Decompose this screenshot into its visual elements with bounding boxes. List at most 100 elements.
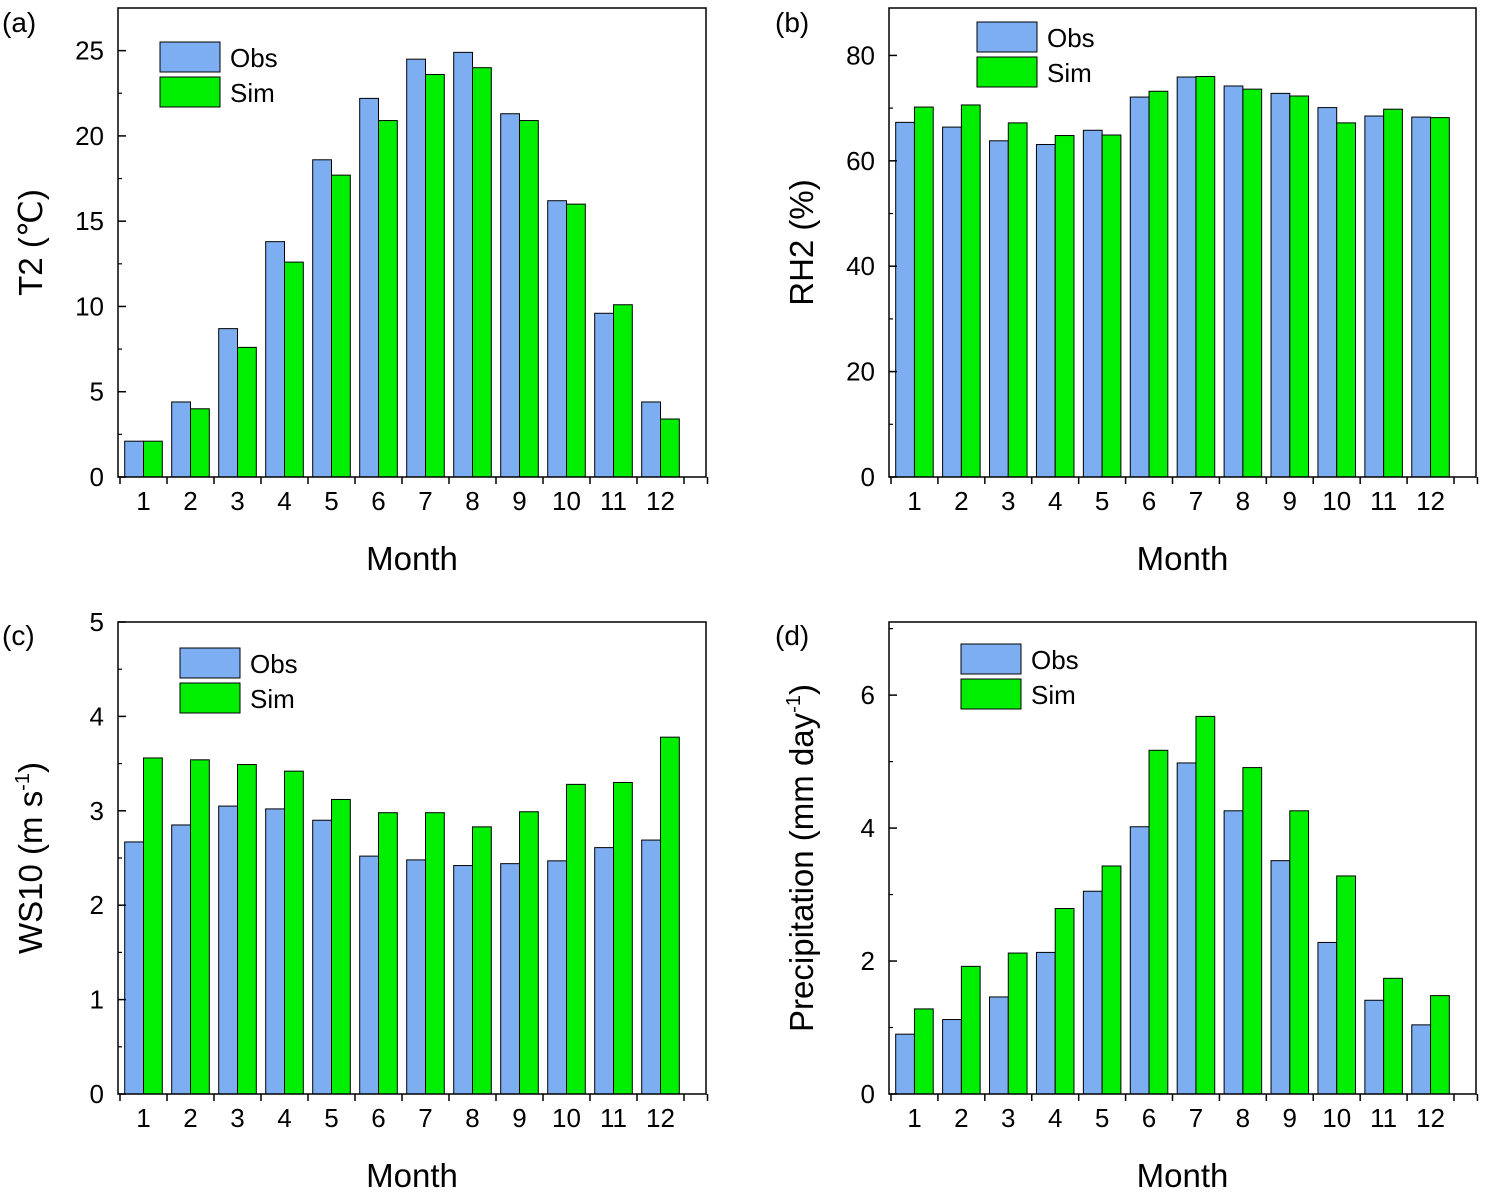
y-tick-label: 0: [90, 1079, 104, 1109]
x-tick-label: 7: [1189, 1103, 1203, 1133]
bar-sim-9: [1289, 95, 1310, 478]
bar-obs-11: [1364, 115, 1385, 478]
x-tick-label: 1: [136, 1103, 150, 1133]
bar-obs-9: [500, 113, 521, 478]
bar-sim-4: [1054, 135, 1075, 478]
bar-obs-11: [1364, 999, 1385, 1095]
bar-obs-6: [1129, 96, 1150, 478]
x-tick-label: 3: [1001, 1103, 1015, 1133]
bar-sim-6: [1148, 749, 1169, 1095]
x-axis-label: Month: [1137, 1157, 1229, 1194]
bar-sim-11: [613, 781, 633, 1095]
x-tick-label: 2: [183, 486, 197, 516]
x-tick-label: 5: [1095, 486, 1109, 516]
bar-obs-5: [1082, 890, 1103, 1095]
bar-sim-12: [660, 736, 680, 1095]
bar-sim-8: [1242, 88, 1263, 478]
x-tick-label: 11: [1370, 1103, 1397, 1133]
bar-sim-2: [190, 759, 210, 1095]
bar-obs-12: [641, 839, 662, 1095]
bar-obs-4: [265, 241, 286, 478]
bar-sim-6: [1148, 90, 1169, 478]
bar-obs-8: [1223, 810, 1244, 1095]
x-tick-label: 12: [646, 486, 675, 516]
bar-sim-4: [284, 261, 304, 478]
bar-obs-10: [1317, 107, 1338, 478]
x-tick-label: 10: [1322, 486, 1351, 516]
x-tick-label: 3: [1001, 486, 1015, 516]
bar-obs-3: [989, 140, 1009, 478]
bar-sim-9: [1289, 810, 1310, 1095]
bar-sim-8: [472, 826, 492, 1095]
bar-sim-9: [519, 120, 539, 478]
bar-sim-6: [378, 120, 398, 478]
legend-label-obs: Obs: [1031, 645, 1079, 675]
x-tick-label: 5: [1095, 1103, 1109, 1133]
y-tick-label: 6: [861, 680, 875, 710]
y-tick-label: 20: [846, 357, 875, 387]
x-tick-label: 12: [1416, 1103, 1445, 1133]
bar-obs-3: [218, 805, 238, 1095]
panel-label: (d): [775, 620, 809, 651]
bar-obs-4: [1035, 951, 1056, 1095]
plot-frame: [888, 7, 1477, 478]
bar-sim-1: [913, 106, 934, 478]
bar-sim-7: [1195, 715, 1216, 1095]
x-tick-label: 8: [465, 1103, 479, 1133]
x-axis-label: Month: [1137, 540, 1229, 577]
bar-sim-4: [1054, 908, 1075, 1095]
bar-sim-5: [1101, 865, 1122, 1095]
bar-obs-10: [547, 200, 568, 478]
bar-sim-5: [1101, 134, 1122, 478]
legend-label-sim: Sim: [250, 684, 295, 714]
x-tick-label: 8: [465, 486, 479, 516]
legend-swatch-sim: [976, 56, 1038, 88]
y-tick-label: 2: [861, 946, 875, 976]
y-axis-label: Precipitation (mm day-1): [783, 684, 820, 1032]
bar-obs-2: [942, 126, 962, 478]
bar-obs-11: [594, 847, 615, 1095]
x-tick-label: 7: [1189, 486, 1203, 516]
bar-obs-7: [1176, 762, 1197, 1095]
bar-obs-2: [171, 401, 191, 478]
bar-obs-1: [895, 121, 915, 478]
bar-sim-1: [143, 757, 163, 1095]
legend-label-obs: Obs: [250, 649, 298, 679]
x-tick-label: 11: [600, 1103, 627, 1133]
plot-frame: [117, 7, 707, 478]
x-tick-label: 9: [1283, 486, 1297, 516]
x-tick-label: 7: [418, 1103, 432, 1133]
x-tick-label: 9: [512, 1103, 526, 1133]
bar-obs-4: [1035, 143, 1056, 478]
bar-obs-7: [1176, 76, 1197, 478]
bar-obs-6: [359, 855, 380, 1095]
bar-sim-10: [1336, 122, 1356, 478]
x-tick-label: 9: [1283, 1103, 1297, 1133]
bar-obs-5: [1082, 129, 1103, 478]
x-tick-label: 6: [1142, 486, 1156, 516]
legend-swatch-sim: [159, 76, 221, 108]
x-tick-label: 5: [324, 1103, 338, 1133]
y-tick-label: 3: [90, 796, 104, 826]
x-tick-label: 12: [646, 1103, 675, 1133]
x-tick-label: 1: [136, 486, 150, 516]
x-tick-label: 6: [371, 1103, 385, 1133]
bar-obs-5: [312, 159, 333, 478]
x-tick-label: 12: [1416, 486, 1445, 516]
bar-obs-2: [942, 1019, 962, 1095]
x-tick-label: 2: [183, 1103, 197, 1133]
bar-sim-2: [960, 104, 981, 478]
bar-obs-1: [124, 841, 144, 1095]
bar-obs-4: [265, 808, 286, 1095]
panel-label: (b): [775, 7, 809, 38]
legend-swatch-obs: [976, 21, 1038, 53]
x-tick-label: 4: [277, 1103, 291, 1133]
x-tick-label: 11: [600, 486, 627, 516]
x-tick-label: 6: [371, 486, 385, 516]
bar-obs-12: [641, 401, 662, 478]
bar-sim-1: [913, 1008, 934, 1095]
y-tick-label: 4: [90, 701, 104, 731]
